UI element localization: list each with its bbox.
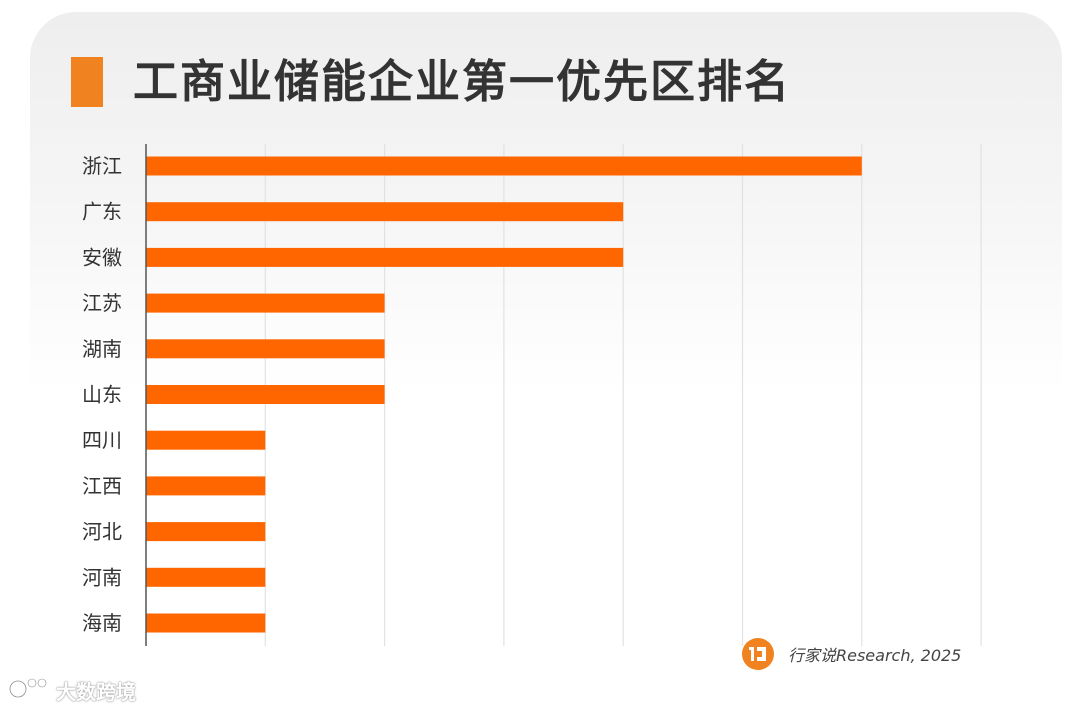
category-label-2: 广东	[82, 200, 122, 224]
bar-10	[146, 567, 266, 587]
bar-3	[146, 247, 624, 267]
category-label-8: 江西	[82, 474, 122, 498]
bar-11	[146, 613, 266, 633]
category-label-10: 河南	[82, 565, 122, 589]
bar-4	[146, 293, 385, 313]
chart-title: 工商业储能企业第一优先区排名	[133, 55, 792, 108]
category-label-7: 四川	[82, 428, 122, 452]
source-text: 行家说Research, 2025	[788, 646, 962, 665]
source-credit: 行家说Research, 2025	[742, 638, 961, 670]
category-label-6: 山东	[82, 383, 122, 407]
category-label-9: 河北	[82, 520, 122, 544]
bars	[146, 156, 862, 633]
bar-2	[146, 202, 624, 222]
bar-1	[146, 156, 862, 176]
bar-5	[146, 339, 385, 359]
category-label-3: 安徽	[82, 245, 122, 269]
watermark-logo-icon	[8, 675, 50, 705]
category-label-1: 浙江	[82, 154, 122, 178]
grid-lines	[264, 144, 982, 646]
category-label-4: 江苏	[82, 291, 122, 315]
bar-8	[146, 476, 266, 496]
title-accent-bar	[71, 57, 103, 107]
bar-6	[146, 385, 385, 404]
watermark: 大数跨境	[8, 676, 136, 704]
watermark-text: 大数跨境	[56, 679, 136, 704]
source-logo-icon	[742, 638, 774, 670]
bar-7	[146, 430, 266, 450]
bar-9	[146, 522, 266, 542]
category-label-11: 海南	[82, 611, 122, 635]
category-label-5: 湖南	[82, 337, 122, 361]
